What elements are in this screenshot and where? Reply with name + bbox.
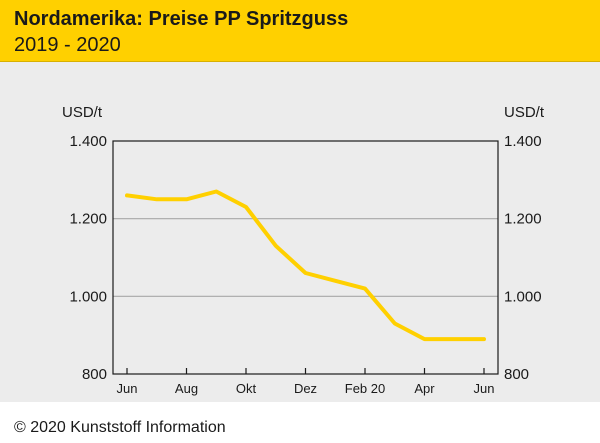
y-tick-label-left: 1.200 [69, 211, 107, 228]
x-tick-label: Jun [474, 381, 495, 396]
copyright-text: © 2020 Kunststoff Information [14, 419, 226, 436]
series-layer [125, 189, 486, 342]
x-tick-label: Aug [175, 381, 198, 396]
y-tick-label-left: 1.000 [69, 288, 107, 305]
y-tick-label-right: 1.400 [504, 133, 542, 150]
axis-ticks [126, 368, 485, 374]
x-tick-label: Dez [294, 381, 317, 396]
y-tick-label-right: 1.200 [504, 211, 542, 228]
y-tick-label-right: 800 [504, 366, 529, 383]
line-chart: 800 800 1.000 1.000 1.200 1.200 1.400 1.400 USD/… [62, 104, 545, 396]
chart-title: Nordamerika: Preise PP Spritzguss [14, 8, 349, 30]
y-tick-label-left: 800 [82, 366, 107, 383]
chart-header: Nordamerika: Preise PP Spritzguss 2019 -… [0, 0, 600, 62]
series-line-0 [125, 189, 486, 342]
x-tick-label: Apr [414, 381, 435, 396]
chart-subtitle: 2019 - 2020 [14, 34, 121, 56]
y-axis-label-left: USD/t [62, 104, 103, 121]
axis-labels: 800 800 1.000 1.000 1.200 1.200 1.400 1.400 USD/… [62, 104, 545, 396]
chart-footer: © 2020 Kunststoff Information [0, 402, 600, 443]
y-axis-label-right: USD/t [504, 104, 545, 121]
x-tick-label: Feb 20 [345, 381, 385, 396]
y-tick-label-right: 1.000 [504, 288, 542, 305]
y-tick-label-left: 1.400 [69, 133, 107, 150]
chart-panel [0, 62, 600, 402]
x-tick-label: Jun [117, 381, 138, 396]
gridlines [113, 218, 498, 297]
x-tick-label: Okt [236, 381, 257, 396]
